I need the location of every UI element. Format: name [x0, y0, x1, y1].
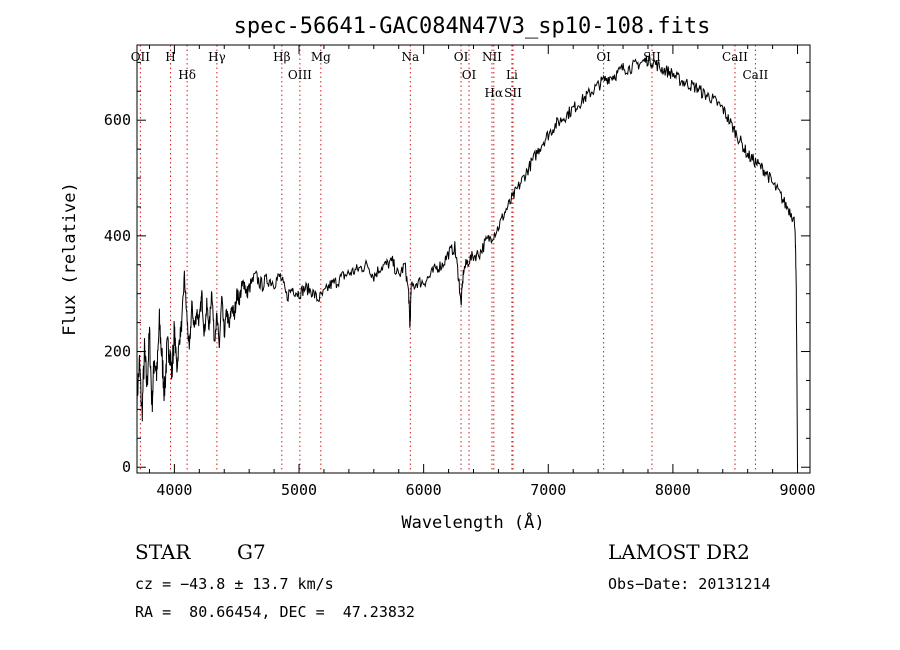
redshift-velocity: cz = −43.8 ± 13.7 km/s — [135, 575, 334, 593]
survey-name: LAMOST DR2 — [608, 540, 750, 564]
object-type: STAR — [135, 540, 191, 564]
marker-label: Hγ — [208, 50, 226, 64]
spectrum-series — [136, 54, 798, 468]
marker-label: OIII — [288, 68, 312, 82]
marker-label: Na — [401, 50, 419, 64]
x-axis-label: Wavelength (Å) — [401, 511, 544, 533]
marker-label: OI — [454, 50, 469, 64]
y-tick-label: 0 — [122, 458, 131, 476]
marker-label: NII — [482, 50, 502, 64]
marker-label: Mg — [311, 50, 331, 64]
x-tick-label: 7000 — [530, 481, 566, 499]
marker-label: Li — [506, 68, 518, 82]
spectrum-line — [136, 54, 798, 468]
marker-label: CaII — [742, 68, 768, 82]
y-tick-label: 600 — [104, 111, 131, 129]
marker-label: Hδ — [178, 68, 196, 82]
line-marker-lines — [139, 45, 756, 473]
x-tick-label: 5000 — [281, 481, 317, 499]
x-tick-label: 9000 — [779, 481, 815, 499]
y-axis-label: Flux (relative) — [60, 182, 80, 336]
spectral-subclass: G7 — [237, 540, 266, 564]
marker-label: CaII — [722, 50, 748, 64]
marker-label: Hα — [485, 86, 504, 100]
marker-label: SII — [504, 86, 522, 100]
y-tick-label: 200 — [104, 343, 131, 361]
x-tick-label: 8000 — [655, 481, 691, 499]
observation-date: Obs−Date: 20131214 — [608, 575, 771, 593]
y-tick-label: 400 — [104, 227, 131, 245]
marker-label: SII — [643, 50, 661, 64]
marker-label: OII — [131, 50, 151, 64]
x-tick-label: 4000 — [156, 481, 192, 499]
marker-label: Hβ — [273, 50, 290, 64]
x-tick-label: 6000 — [406, 481, 442, 499]
marker-label: OI — [596, 50, 611, 64]
marker-label: H — [165, 50, 175, 64]
marker-label: OI — [462, 68, 477, 82]
chart-title: spec-56641-GAC084N47V3_sp10-108.fits — [234, 14, 711, 39]
axis-ticks: 4000 5000 6000 7000 8000 9000 0 200 400 600 — [104, 45, 816, 499]
sky-coordinates: RA = 80.66454, DEC = 47.23832 — [135, 603, 415, 621]
